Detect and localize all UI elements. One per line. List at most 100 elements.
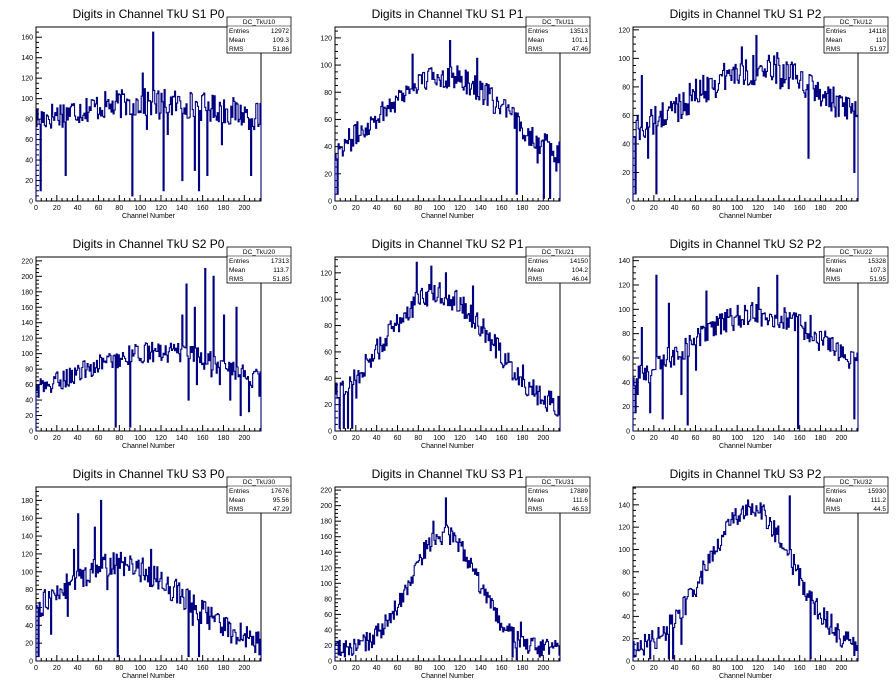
- histogram-panel: Digits in Channel TkU S3 P0 0 20 40 60 80 100 1…: [21, 467, 292, 680]
- y-tick-label: 100: [320, 581, 332, 588]
- x-tick-label: 200: [238, 665, 250, 672]
- x-axis-label: Channel Number: [421, 673, 475, 680]
- x-tick-label: 120: [752, 205, 764, 212]
- x-tick-label: 160: [496, 665, 508, 672]
- x-tick-label: 80: [115, 435, 123, 442]
- y-tick-label: 20: [25, 413, 33, 420]
- histogram-series: [632, 495, 859, 661]
- y-tick-label: 20: [324, 171, 332, 178]
- stats-label: Mean: [229, 267, 246, 274]
- stats-value: 15930: [868, 488, 886, 495]
- stats-label: Entries: [528, 28, 549, 35]
- x-tick-label: 20: [352, 435, 360, 442]
- y-tick-label: 120: [21, 336, 33, 343]
- y-tick-label: 40: [622, 380, 630, 387]
- y-tick-label: 220: [320, 488, 332, 495]
- x-tick-label: 180: [517, 435, 529, 442]
- y-tick-label: 40: [622, 141, 630, 148]
- chart-title: Digits in Channel TkU S1 P0: [73, 7, 225, 21]
- x-tick-label: 140: [475, 665, 487, 672]
- y-tick-label: 80: [622, 569, 630, 576]
- x-tick-label: 100: [731, 435, 743, 442]
- x-tick-label: 100: [433, 205, 445, 212]
- x-tick-label: 120: [454, 435, 466, 442]
- x-tick-label: 140: [773, 205, 785, 212]
- stats-box: DC_TkU12 Entries 14118 Mean 110 RMS 51.97: [823, 16, 889, 54]
- x-tick-label: 100: [731, 205, 743, 212]
- y-tick-label: 60: [25, 605, 33, 612]
- stats-box-title: DC_TkU21: [542, 249, 575, 256]
- x-tick-label: 120: [454, 205, 466, 212]
- histogram-series: [334, 261, 561, 431]
- x-tick-label: 120: [155, 205, 167, 212]
- y-tick-label: 80: [324, 323, 332, 330]
- histogram-series: [35, 31, 262, 201]
- x-tick-label: 0: [631, 205, 635, 212]
- x-tick-label: 40: [373, 205, 381, 212]
- plot-frame: [334, 486, 561, 662]
- x-axis-label: Channel Number: [421, 213, 475, 220]
- y-tick-label: 120: [21, 551, 33, 558]
- y-tick-label: 120: [618, 27, 630, 34]
- y-tick-label: 20: [25, 178, 33, 185]
- stats-value: 12972: [271, 28, 289, 35]
- stats-box-title: DC_TkU32: [840, 479, 873, 486]
- chart-title: Digits in Channel TkU S3 P1: [372, 467, 524, 481]
- x-axis-label: Channel Number: [719, 213, 773, 220]
- x-tick-label: 0: [34, 665, 38, 672]
- x-tick-label: 160: [197, 205, 209, 212]
- stats-box-title: DC_TkU20: [243, 249, 276, 256]
- stats-box-title: DC_TkU31: [542, 479, 575, 486]
- y-tick-label: 100: [618, 547, 630, 554]
- stats-label: Mean: [528, 37, 545, 44]
- x-tick-label: 20: [352, 205, 360, 212]
- y-tick-label: 160: [21, 516, 33, 523]
- x-tick-label: 180: [815, 205, 827, 212]
- chart-title: Digits in Channel TkU S1 P2: [670, 7, 822, 21]
- stats-box: DC_TkU31 Entries 17889 Mean 111.6 RMS 46.53: [525, 476, 591, 514]
- y-tick-label: 100: [21, 351, 33, 358]
- y-tick-label: 60: [324, 349, 332, 356]
- stats-value: 104.2: [572, 267, 589, 274]
- y-tick-label: 180: [21, 498, 33, 505]
- stats-box: DC_TkU32 Entries 15930 Mean 111.2 RMS 44.5: [823, 476, 889, 514]
- stats-label: RMS: [826, 276, 841, 283]
- y-tick-label: 100: [21, 96, 33, 103]
- y-tick-label: 200: [320, 503, 332, 510]
- chart-title: Digits in Channel TkU S3 P0: [73, 467, 225, 481]
- stats-label: Entries: [528, 258, 549, 265]
- stats-label: RMS: [229, 276, 244, 283]
- stats-value: 47.29: [273, 506, 290, 513]
- plot-frame: [35, 486, 262, 662]
- stats-box: DC_TkU20 Entries 17313 Mean 113.7 RMS 51.85: [226, 246, 292, 284]
- histogram-panel: Digits in Channel TkU S2 P1 0 20 40 60 80 100 1…: [320, 237, 591, 450]
- y-tick-label: 0: [328, 199, 332, 206]
- y-tick-label: 80: [622, 84, 630, 91]
- chart-title: Digits in Channel TkU S1 P1: [372, 7, 524, 21]
- x-axis-label: Channel Number: [122, 213, 176, 220]
- y-tick-label: 40: [324, 144, 332, 151]
- y-tick-label: 60: [324, 612, 332, 619]
- x-tick-label: 120: [454, 665, 466, 672]
- x-tick-label: 80: [115, 665, 123, 672]
- y-tick-label: 40: [324, 376, 332, 383]
- stats-label: RMS: [826, 46, 841, 53]
- x-tick-label: 100: [731, 665, 743, 672]
- chart-title: Digits in Channel TkU S2 P2: [670, 237, 822, 251]
- stats-label: Mean: [826, 267, 843, 274]
- stats-value: 51.85: [273, 276, 290, 283]
- stats-box: DC_TkU30 Entries 17676 Mean 95.56 RMS 47.29: [226, 476, 292, 514]
- x-tick-label: 60: [692, 435, 700, 442]
- y-tick-label: 0: [626, 429, 630, 436]
- histogram-series: [35, 268, 262, 431]
- histogram-panel: Digits in Channel TkU S3 P1 0 20 40 60 80 100 1…: [320, 467, 591, 680]
- stats-value: 47.46: [572, 46, 589, 53]
- histogram-series: [334, 497, 561, 661]
- x-tick-label: 180: [517, 205, 529, 212]
- stats-label: RMS: [528, 506, 543, 513]
- y-tick-label: 20: [622, 404, 630, 411]
- stats-box-title: DC_TkU10: [243, 19, 276, 26]
- stats-box: DC_TkU21 Entries 14150 Mean 104.2 RMS 46.04: [525, 246, 591, 284]
- y-tick-label: 140: [21, 534, 33, 541]
- chart-title: Digits in Channel TkU S2 P0: [73, 237, 225, 251]
